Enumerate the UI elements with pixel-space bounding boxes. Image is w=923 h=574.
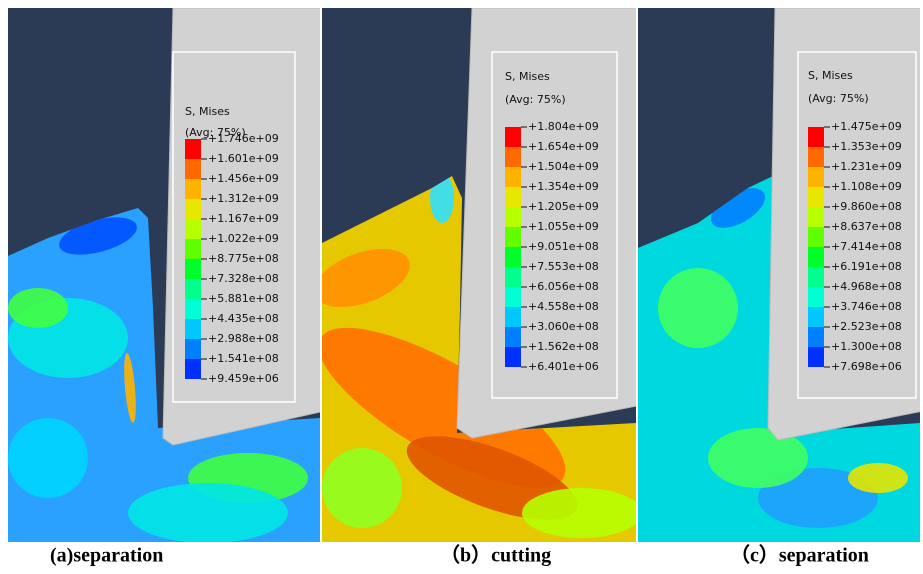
caption: （b）cutting	[440, 544, 551, 567]
legend-label: +1.353e+09	[831, 140, 902, 153]
legend-label: +1.456e+09	[208, 172, 279, 185]
legend-swatch	[505, 327, 521, 347]
legend-swatch	[505, 127, 521, 147]
legend-swatch	[505, 167, 521, 187]
legend-label: +1.231e+09	[831, 160, 902, 173]
legend-swatch	[185, 299, 201, 319]
legend-swatch	[505, 347, 521, 367]
figure: S, Mises (Avg: 75%) +1.746e+09 +1.601e+09 +1…	[0, 0, 923, 574]
legend-swatch	[808, 147, 824, 167]
legend-swatch	[505, 187, 521, 207]
image: S, Mises (Avg: 75%) +1.804e+09 +1.654e+09 +1…	[298, 8, 652, 542]
panel: S, Mises(Avg: 75%)+1.746e+09+1.601e+09+1…	[8, 8, 338, 567]
legend-label: +1.354e+09	[528, 180, 599, 193]
legend-label: +8.775e+08	[208, 252, 279, 265]
panel: S, Mises (Avg: 75%) +1.475e+09 +1.353e+09 +1…	[638, 8, 923, 567]
legend-label: +4.968e+08	[831, 280, 902, 293]
legend-swatch	[808, 207, 824, 227]
legend-swatch	[808, 267, 824, 287]
legend-label: +1.562e+08	[528, 340, 599, 353]
contour-region	[8, 418, 88, 498]
legend-label: +7.328e+08	[208, 272, 279, 285]
legend-swatch	[505, 247, 521, 267]
legend-label: +2.523e+08	[831, 320, 902, 333]
legend-label: +9.459e+06	[208, 372, 279, 385]
contour-region	[848, 463, 908, 493]
legend-swatch	[185, 359, 201, 379]
legend-label: +3.060e+08	[528, 320, 599, 333]
legend-label: +1.022e+09	[208, 232, 279, 245]
legend-swatch	[808, 247, 824, 267]
legend-swatch	[185, 239, 201, 259]
panel: S, Mises (Avg: 75%) +1.804e+09 +1.654e+09 +1…	[298, 8, 652, 567]
legend-label: +3.746e+08	[831, 300, 902, 313]
legend-label: +1.205e+09	[528, 200, 599, 213]
legend-label: +1.504e+09	[528, 160, 599, 173]
legend-swatch	[505, 307, 521, 327]
legend-label: +1.601e+09	[208, 152, 279, 165]
legend-swatch	[505, 227, 521, 247]
legend-swatch	[505, 147, 521, 167]
legend-label: +7.698e+06	[831, 360, 902, 373]
legend-label: +6.401e+06	[528, 360, 599, 373]
caption: （c）separation	[730, 544, 869, 567]
legend-swatch	[505, 267, 521, 287]
legend-swatch	[808, 287, 824, 307]
legend-label: +9.860e+08	[831, 200, 902, 213]
legend-swatch	[185, 279, 201, 299]
legend-swatch	[185, 339, 201, 359]
legend-swatch	[808, 347, 824, 367]
legend-title: S, Mises	[185, 105, 230, 118]
legend-swatch	[808, 127, 824, 147]
legend-label: +1.055e+09	[528, 220, 599, 233]
legend-label: +7.553e+08	[528, 260, 599, 273]
legend-swatch	[808, 167, 824, 187]
legend-label: +1.300e+08	[831, 340, 902, 353]
legend-label: +8.637e+08	[831, 220, 902, 233]
legend-swatch	[808, 327, 824, 347]
legend-swatch	[185, 259, 201, 279]
legend-label: +4.558e+08	[528, 300, 599, 313]
legend-swatch	[808, 227, 824, 247]
legend-label: +1.475e+09	[831, 120, 902, 133]
contour-region	[128, 483, 288, 543]
image: S, Mises (Avg: 75%) +1.475e+09 +1.353e+09 +1…	[638, 8, 923, 542]
legend-title: S, Mises	[808, 69, 853, 82]
contour-region	[658, 268, 738, 348]
caption: (a)separation	[50, 545, 163, 567]
legend-swatch	[505, 287, 521, 307]
legend-swatch	[185, 199, 201, 219]
legend-label: +1.654e+09	[528, 140, 599, 153]
legend-title: S, Mises	[505, 70, 550, 83]
legend-swatch	[185, 139, 201, 159]
legend-label: +7.414e+08	[831, 240, 902, 253]
legend-label: +1.167e+09	[208, 212, 279, 225]
legend-swatch	[185, 159, 201, 179]
legend-label: +6.056e+08	[528, 280, 599, 293]
legend-swatch	[808, 307, 824, 327]
legend-swatch	[808, 187, 824, 207]
legend-subtitle: (Avg: 75%)	[808, 92, 869, 105]
legend-label: +9.051e+08	[528, 240, 599, 253]
contour-region	[522, 488, 642, 538]
legend-label: +2.988e+08	[208, 332, 279, 345]
contour-region	[322, 448, 402, 528]
legend-label: +1.108e+09	[831, 180, 902, 193]
image: S, Mises(Avg: 75%)+1.746e+09+1.601e+09+1…	[8, 8, 338, 543]
legend-subtitle: (Avg: 75%)	[505, 93, 566, 106]
legend-swatch	[185, 319, 201, 339]
legend-label: +5.881e+08	[208, 292, 279, 305]
legend-label: +1.312e+09	[208, 192, 279, 205]
legend-label: +1.541e+08	[208, 352, 279, 365]
contour-region	[8, 288, 68, 328]
legend-swatch	[185, 179, 201, 199]
legend-label: +1.804e+09	[528, 120, 599, 133]
legend-label: +1.746e+09	[208, 132, 279, 145]
legend-swatch	[505, 207, 521, 227]
legend-label: +4.435e+08	[208, 312, 279, 325]
legend-swatch	[185, 219, 201, 239]
legend-label: +6.191e+08	[831, 260, 902, 273]
